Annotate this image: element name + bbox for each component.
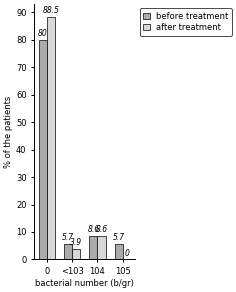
Bar: [97, 236, 105, 259]
Text: 8.6: 8.6: [87, 225, 99, 234]
Bar: [47, 17, 55, 259]
Text: 88.5: 88.5: [42, 6, 59, 15]
Bar: [115, 244, 123, 259]
Bar: [89, 236, 97, 259]
Legend: before treatment, after treatment: before treatment, after treatment: [139, 8, 232, 36]
X-axis label: bacterial number (b/gr): bacterial number (b/gr): [35, 279, 134, 288]
Text: 8.6: 8.6: [95, 225, 108, 234]
Text: 5.7: 5.7: [62, 233, 74, 242]
Text: 5.7: 5.7: [113, 233, 125, 242]
Text: 0: 0: [124, 249, 129, 258]
Text: 3.9: 3.9: [70, 238, 82, 247]
Text: 80: 80: [38, 29, 48, 39]
Bar: [64, 244, 72, 259]
Bar: [39, 40, 47, 259]
Bar: [72, 249, 80, 259]
Y-axis label: % of the patients: % of the patients: [4, 96, 13, 168]
